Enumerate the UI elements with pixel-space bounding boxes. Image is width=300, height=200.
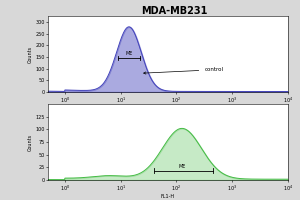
X-axis label: FL1-H: FL1-H	[161, 106, 175, 111]
Text: control: control	[144, 67, 223, 74]
X-axis label: FL1-H: FL1-H	[161, 194, 175, 199]
Text: MDA-MB231: MDA-MB231	[141, 6, 207, 16]
Y-axis label: Counts: Counts	[27, 45, 32, 63]
Text: ME: ME	[125, 51, 133, 56]
Y-axis label: Counts: Counts	[27, 133, 32, 151]
Text: ME: ME	[178, 164, 186, 169]
